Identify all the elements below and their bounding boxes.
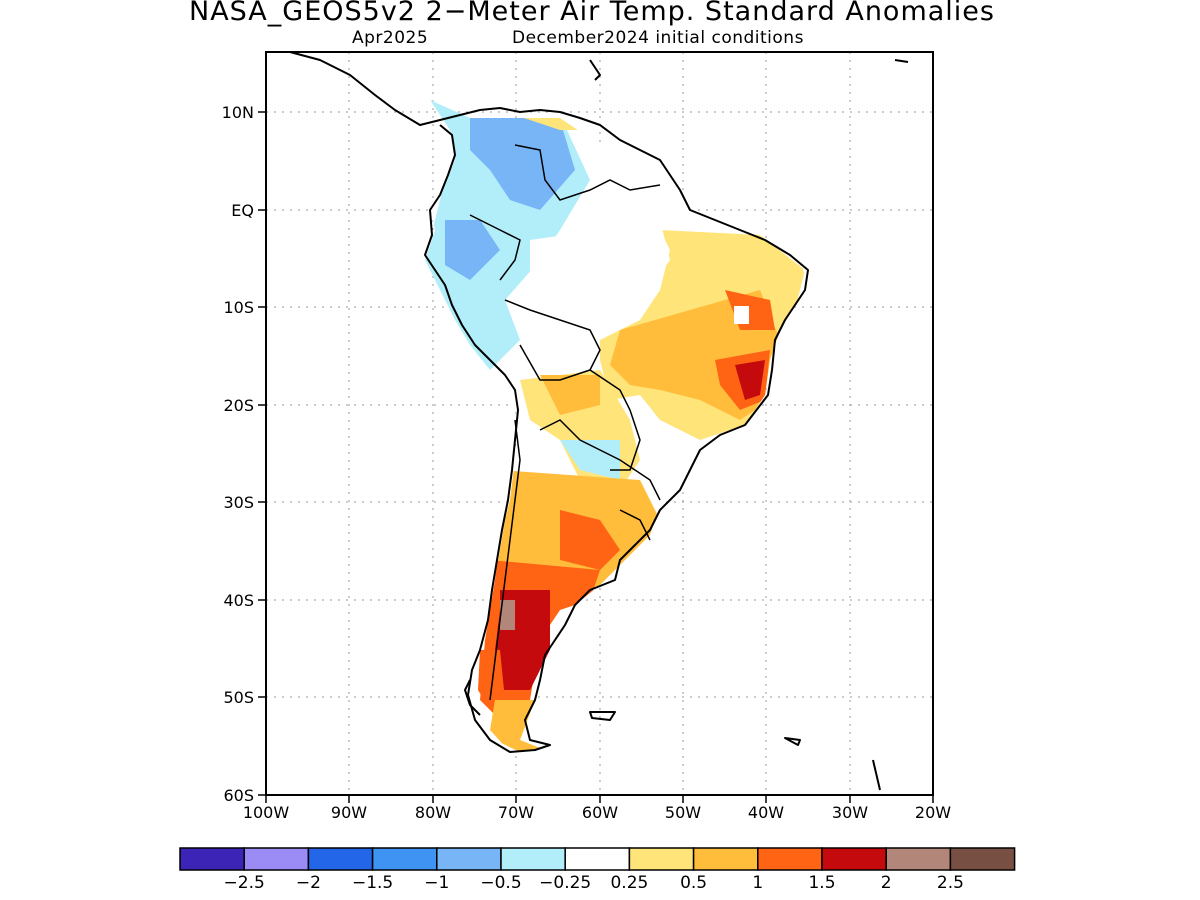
lat-label: 50S: [223, 688, 254, 707]
colorbar-swatch: [243, 847, 310, 871]
forecast-month: Apr2025: [352, 28, 429, 48]
colorbar-swatch: [692, 847, 759, 871]
lat-label: EQ: [231, 201, 254, 220]
lon-label: 40W: [748, 803, 784, 822]
colorbar-label: 1: [752, 873, 763, 893]
lon-label: 30W: [832, 803, 868, 822]
lat-ticks: [258, 111, 266, 796]
country-borders: [469, 144, 661, 701]
colorbar-label: 0.5: [680, 873, 707, 893]
colorbar-label: 2: [881, 873, 892, 893]
lon-label: 60W: [582, 803, 618, 822]
lat-label: 10N: [222, 103, 254, 122]
colorbar-swatch: [307, 847, 374, 871]
initial-conditions: December2024 initial conditions: [512, 28, 804, 48]
colorbar-label: −0.5: [480, 873, 521, 893]
lon-label: 20W: [915, 803, 951, 822]
colorbar-swatch: [821, 847, 887, 871]
coastlines: [289, 51, 909, 791]
colorbar-label: −2.5: [224, 873, 265, 893]
lon-label: 80W: [415, 803, 451, 822]
lon-label: 70W: [498, 803, 534, 822]
lat-label: 60S: [223, 786, 254, 805]
colorbar-label: 2.5: [937, 873, 964, 893]
colorbar-label: −2: [296, 873, 321, 893]
lon-label: 100W: [243, 803, 290, 822]
lat-labels: 10N EQ 10S 20S 30S 40S 50S 60S: [222, 103, 254, 805]
colorbar-swatch: [885, 847, 952, 871]
colorbar-swatch: [436, 847, 502, 871]
lon-ticks: [265, 795, 934, 803]
lat-label: 30S: [223, 493, 254, 512]
colorbar-swatch: [757, 847, 823, 871]
colorbar-swatch: [179, 847, 245, 871]
lon-labels: 100W 90W 80W 70W 60W 50W 40W 30W 20W: [243, 803, 951, 822]
colorbar-label: −1.5: [352, 873, 393, 893]
lat-label: 40S: [223, 591, 254, 610]
lat-label: 20S: [223, 396, 254, 415]
colorbar-swatch: [564, 847, 631, 871]
colorbar-swatch: [628, 847, 695, 871]
anomaly-field: [425, 100, 808, 752]
lon-label: 90W: [331, 803, 367, 822]
colorbar-swatch: [371, 847, 438, 871]
colorbar-label: −1: [424, 873, 449, 893]
colorbar-swatch: [500, 847, 566, 871]
lon-label: 50W: [665, 803, 701, 822]
lat-label: 10S: [223, 298, 254, 317]
map-title: NASA_GEOS5v2 2−Meter Air Temp. Standard …: [189, 0, 995, 27]
colorbar-label: −0.25: [539, 873, 591, 893]
colorbar: [179, 847, 1016, 871]
colorbar-label: 0.25: [610, 873, 648, 893]
colorbar-label: 1.5: [808, 873, 835, 893]
colorbar-swatch: [949, 847, 1016, 871]
colorbar-labels: −2.5 −2 −1.5 −1 −0.5 −0.25 0.25 0.5 1 1.5 2 2.5: [224, 873, 964, 893]
